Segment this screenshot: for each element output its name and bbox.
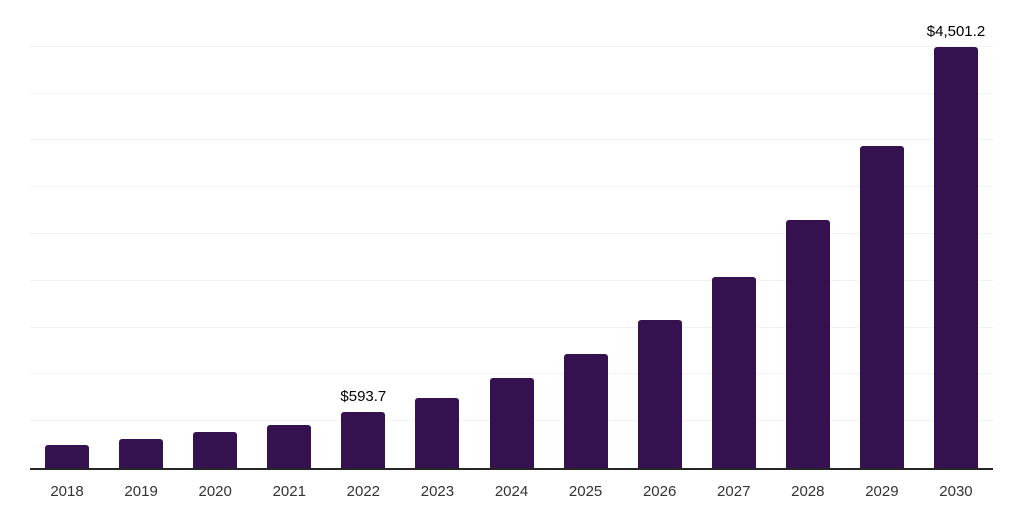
gridline-4000 (30, 92, 993, 94)
gridline-1000 (30, 373, 993, 375)
column-2024 (474, 0, 548, 468)
column-2022: $593.7 (326, 0, 400, 468)
column-2030: $4,501.2 (919, 0, 993, 468)
column-2027 (697, 0, 771, 468)
bar-2026[interactable] (637, 320, 682, 468)
column-2021 (252, 0, 326, 468)
value-label-2030: $4,501.2 (926, 22, 986, 40)
column-2020 (178, 0, 252, 468)
x-tick-2018: 2018 (50, 483, 84, 500)
column-2025 (549, 0, 623, 468)
x-tick-2026: 2026 (642, 483, 677, 500)
bar-2020[interactable] (193, 432, 238, 468)
bar-2030[interactable] (933, 46, 978, 468)
bar-2022[interactable] (341, 412, 386, 468)
bar-2027[interactable] (711, 277, 756, 468)
column-2028 (771, 0, 845, 468)
x-tick-2025: 2025 (568, 483, 603, 500)
bar-columns: $593.7 $4,501.2 (30, 0, 993, 468)
value-label-2022: $593.7 (340, 388, 387, 406)
gridline-3500 (30, 139, 993, 141)
plot-area: $593.7 $4,501.2 (30, 0, 993, 470)
bar-2018[interactable] (45, 444, 90, 468)
column-2026 (623, 0, 697, 468)
column-2029 (845, 0, 919, 468)
x-tick-2020: 2020 (198, 483, 232, 500)
x-tick-2019: 2019 (124, 483, 158, 500)
bar-2023[interactable] (415, 397, 460, 468)
gridline-2000 (30, 279, 993, 281)
gridline-4500 (30, 45, 993, 47)
gridline-3000 (30, 186, 993, 188)
gridline-2500 (30, 233, 993, 234)
x-tick-2023: 2023 (420, 483, 455, 500)
x-tick-2030: 2030 (939, 483, 973, 500)
bar-2025[interactable] (563, 353, 608, 468)
x-tick-2028: 2028 (791, 483, 825, 500)
bar-2024[interactable] (489, 377, 534, 468)
column-2023 (400, 0, 474, 468)
bar-2028[interactable] (785, 220, 830, 468)
x-axis-labels: 2018 2019 2020 2021 2022 2023 2024 2025 2026 2027… (30, 483, 993, 500)
x-tick-2021: 2021 (272, 483, 306, 500)
bar-2029[interactable] (859, 146, 904, 468)
x-tick-2027: 2027 (717, 483, 751, 500)
column-2018 (30, 0, 104, 468)
bar-2019[interactable] (119, 439, 164, 468)
x-tick-2029: 2029 (865, 483, 899, 500)
column-2019 (104, 0, 178, 468)
x-tick-2024: 2024 (494, 483, 529, 500)
gridline-1500 (30, 326, 993, 328)
x-tick-2022: 2022 (346, 483, 381, 500)
bar-2021[interactable] (267, 424, 312, 468)
